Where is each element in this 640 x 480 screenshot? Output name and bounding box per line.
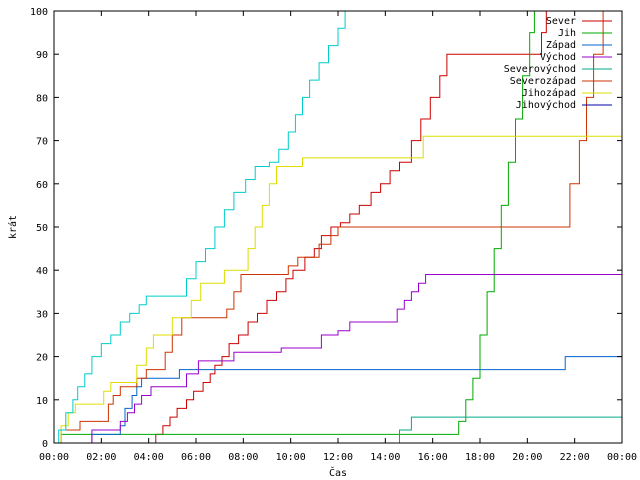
- x-tick-label: 02:00: [86, 452, 116, 463]
- ticks-layer: [53, 10, 623, 444]
- series-line-jih: [54, 11, 535, 443]
- x-tick-label: 18:00: [465, 452, 495, 463]
- y-tick-label: 90: [36, 50, 48, 61]
- series-line-severozápad: [54, 11, 604, 443]
- y-tick-label: 50: [36, 223, 48, 234]
- x-tick-label: 20:00: [512, 452, 542, 463]
- x-axis-label: Čas: [329, 466, 347, 479]
- series-layer: [54, 11, 622, 443]
- legend: SeverJihZápadVýchodSeverovýchodSeverozáp…: [504, 16, 612, 111]
- series-line-unnamed: [54, 11, 346, 443]
- y-tick-label: 10: [36, 396, 48, 407]
- legend-label: Západ: [546, 39, 576, 51]
- y-tick-label: 80: [36, 93, 48, 104]
- y-tick-label: 100: [30, 7, 48, 18]
- series-line-sever: [54, 11, 547, 443]
- x-tick-label: 00:00: [39, 452, 69, 463]
- y-tick-label: 0: [42, 439, 48, 450]
- legend-label: Jihovýchod: [516, 99, 576, 111]
- y-tick-label: 70: [36, 137, 48, 148]
- y-tick-label: 40: [36, 266, 48, 277]
- x-tick-label: 00:00: [607, 452, 637, 463]
- legend-label: Severozápad: [510, 75, 576, 87]
- x-tick-label: 22:00: [560, 452, 590, 463]
- x-tick-label: 04:00: [134, 452, 164, 463]
- x-tick-label: 12:00: [323, 452, 353, 463]
- y-tick-label: 60: [36, 180, 48, 191]
- x-tick-label: 14:00: [370, 452, 400, 463]
- y-tick-label: 20: [36, 353, 48, 364]
- series-line-západ: [54, 356, 622, 443]
- legend-label: Východ: [540, 51, 576, 63]
- x-tick-label: 08:00: [228, 452, 258, 463]
- x-tick-label: 06:00: [181, 452, 211, 463]
- legend-label: Sever: [546, 16, 576, 27]
- series-line-východ: [54, 274, 622, 443]
- y-tick-label: 30: [36, 309, 48, 320]
- tick-labels-layer: 00:00 02:00 04:00 06:00 08:00 10:00 12:00 14:00…: [30, 7, 637, 463]
- legend-label: Jihozápad: [522, 87, 576, 99]
- legend-label: Jih: [558, 28, 576, 39]
- x-tick-label: 16:00: [418, 452, 448, 463]
- legend-label: Severovýchod: [504, 63, 576, 75]
- y-axis-label: krát: [7, 215, 19, 239]
- series-line-jihozápad: [54, 135, 622, 443]
- x-tick-label: 10:00: [276, 452, 306, 463]
- series-line-severovýchod: [54, 416, 622, 443]
